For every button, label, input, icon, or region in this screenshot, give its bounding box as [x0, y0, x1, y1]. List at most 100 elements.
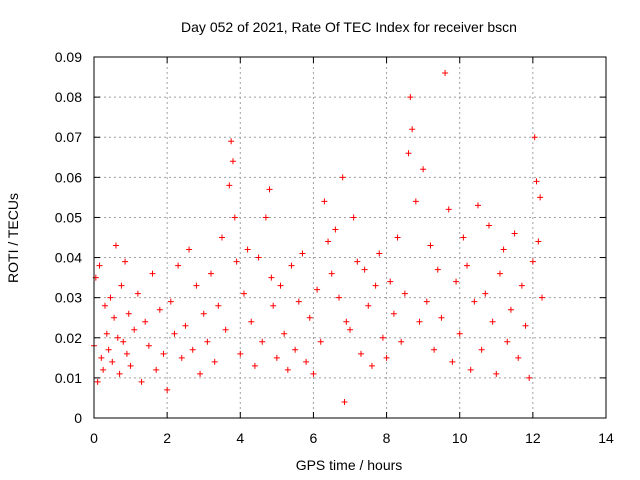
- data-point: [442, 70, 449, 77]
- data-point: [156, 306, 163, 313]
- data-point: [471, 298, 478, 305]
- data-point: [96, 262, 103, 269]
- data-point: [114, 334, 121, 341]
- data-point: [138, 378, 145, 385]
- data-point: [98, 354, 105, 361]
- data-point: [438, 314, 445, 321]
- y-tick-label: 0.04: [55, 250, 82, 266]
- data-point: [171, 330, 178, 337]
- data-point: [270, 302, 277, 309]
- y-axis-label: ROTI / TECUs: [5, 193, 21, 283]
- data-point: [445, 206, 452, 213]
- data-point: [125, 310, 132, 317]
- data-point: [427, 242, 434, 249]
- data-point: [310, 370, 317, 377]
- data-point: [228, 138, 235, 145]
- data-point: [485, 222, 492, 229]
- data-point: [493, 370, 500, 377]
- data-point: [100, 366, 107, 373]
- data-point: [539, 294, 545, 301]
- data-point: [529, 258, 536, 265]
- y-tick-label: 0.07: [55, 129, 82, 145]
- data-point: [376, 250, 383, 257]
- data-point: [149, 270, 156, 277]
- data-point: [431, 346, 438, 353]
- data-point: [379, 334, 386, 341]
- data-point: [306, 314, 313, 321]
- data-point: [354, 258, 361, 265]
- data-point: [434, 266, 441, 273]
- chart-title: Day 052 of 2021, Rate Of TEC Index for r…: [181, 19, 517, 35]
- data-point: [233, 258, 240, 265]
- data-point: [357, 350, 364, 357]
- x-tick-label: 6: [310, 430, 318, 446]
- data-point: [409, 126, 416, 133]
- data-point: [109, 358, 116, 365]
- data-point: [347, 326, 353, 333]
- grid-lines: [94, 57, 606, 418]
- data-point: [244, 246, 251, 253]
- data-point: [383, 354, 390, 361]
- data-point: [131, 326, 138, 333]
- data-point: [416, 318, 423, 325]
- data-point: [295, 298, 302, 305]
- data-point: [259, 338, 266, 345]
- data-point: [339, 174, 346, 181]
- data-point: [482, 290, 489, 297]
- data-point: [189, 346, 196, 353]
- data-point: [341, 398, 348, 405]
- data-point: [531, 134, 538, 141]
- data-point: [515, 354, 522, 361]
- data-point: [178, 354, 185, 361]
- data-point: [215, 302, 222, 309]
- y-tick-label: 0.06: [55, 169, 82, 185]
- data-point: [120, 338, 127, 345]
- data-point: [420, 166, 427, 173]
- data-point: [127, 362, 134, 369]
- data-point: [116, 370, 123, 377]
- data-point: [219, 234, 225, 241]
- data-point: [204, 338, 211, 345]
- data-point: [535, 238, 542, 245]
- data-point: [453, 278, 460, 285]
- data-point: [478, 346, 485, 353]
- x-tick-label: 4: [236, 430, 244, 446]
- data-point: [317, 338, 324, 345]
- x-tick-label: 8: [383, 430, 391, 446]
- data-point: [423, 298, 430, 305]
- data-point: [537, 194, 544, 201]
- data-point: [405, 150, 412, 157]
- data-point: [167, 298, 174, 305]
- data-point: [507, 306, 514, 313]
- data-point: [398, 338, 405, 345]
- data-point: [273, 354, 280, 361]
- data-point: [193, 282, 200, 289]
- data-point: [211, 358, 218, 365]
- data-point: [365, 302, 372, 309]
- data-point: [314, 286, 321, 293]
- y-tick-label: 0: [74, 410, 82, 426]
- data-point: [284, 366, 291, 373]
- data-point: [292, 346, 299, 353]
- x-axis-label: GPS time / hours: [296, 457, 403, 473]
- data-point: [145, 342, 152, 349]
- data-point: [372, 282, 379, 289]
- plot-frame: [93, 56, 607, 419]
- data-point: [401, 290, 408, 297]
- y-tick-label: 0.09: [55, 49, 82, 65]
- data-point: [105, 346, 112, 353]
- data-point: [134, 290, 141, 297]
- data-point: [412, 198, 419, 205]
- data-points: [91, 70, 545, 405]
- data-point: [387, 278, 394, 285]
- data-point: [407, 94, 414, 101]
- data-point: [197, 370, 204, 377]
- data-point: [208, 270, 215, 277]
- data-point: [153, 366, 160, 373]
- data-point: [467, 366, 474, 373]
- data-point: [321, 198, 328, 205]
- data-point: [231, 214, 238, 221]
- data-point: [390, 310, 397, 317]
- data-point: [182, 322, 189, 329]
- x-tick-label: 2: [163, 430, 171, 446]
